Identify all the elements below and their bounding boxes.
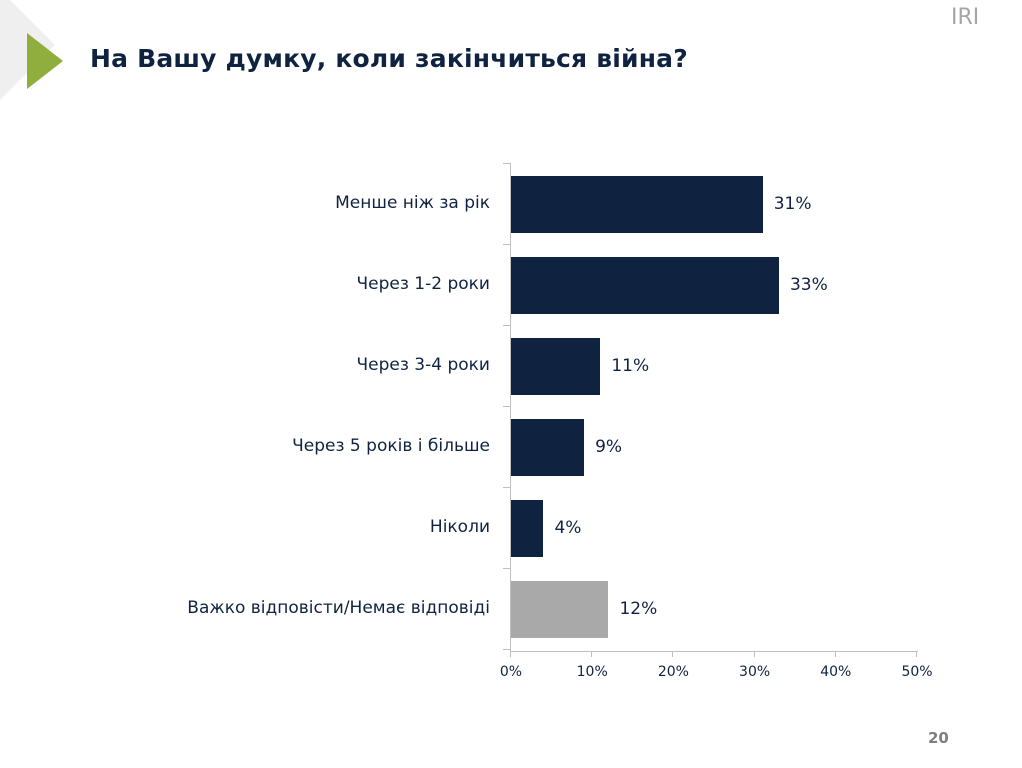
category-label: Через 3-4 роки <box>356 355 491 375</box>
x-axis-tick-label: 20% <box>657 664 689 680</box>
y-axis-tick <box>503 406 511 407</box>
bar <box>511 500 544 557</box>
bar-value-label: 4% <box>554 518 582 538</box>
x-axis-tick-label: 0% <box>499 664 523 680</box>
category-label: Ніколи <box>429 517 490 537</box>
x-axis-tick <box>510 651 511 657</box>
x-axis-tick <box>834 651 836 657</box>
x-axis-tick-label: 40% <box>820 664 852 680</box>
category-label: Через 1-2 роки <box>356 274 491 294</box>
category-label: Менше ніж за рік <box>335 193 490 213</box>
x-axis-tick <box>672 651 674 657</box>
slide-title: На Вашу думку, коли закінчиться війна? <box>90 44 688 73</box>
page-number: 20 <box>928 729 949 747</box>
bar <box>511 338 601 395</box>
y-axis-tick <box>503 649 511 650</box>
y-axis-tick <box>503 568 511 569</box>
iri-logo: IRI <box>951 5 980 30</box>
bar <box>511 257 779 314</box>
bar <box>511 581 609 638</box>
y-axis-line <box>510 163 511 652</box>
bar-value-label: 11% <box>611 356 650 376</box>
x-axis-tick-label: 50% <box>901 664 933 680</box>
bar-value-label: 33% <box>789 275 828 295</box>
x-axis-tick-label: 30% <box>739 664 771 680</box>
bar-value-label: 12% <box>619 599 658 619</box>
y-axis-tick <box>503 163 511 164</box>
y-axis-tick <box>503 244 511 245</box>
bar-value-label: 31% <box>773 194 812 214</box>
bar <box>511 176 763 233</box>
y-axis-tick <box>503 325 511 326</box>
x-axis-tick <box>591 651 593 657</box>
green-triangle-icon <box>27 33 63 89</box>
category-label: Важко відповісти/Немає відповіді <box>187 598 490 618</box>
x-axis-line <box>510 651 918 652</box>
bar <box>511 419 585 476</box>
x-axis-tick <box>753 651 755 657</box>
y-axis-tick <box>503 487 511 488</box>
x-axis-tick-label: 10% <box>576 664 608 680</box>
x-axis-tick <box>916 651 917 657</box>
category-label: Через 5 років і більше <box>292 436 490 456</box>
bar-value-label: 9% <box>595 437 623 457</box>
